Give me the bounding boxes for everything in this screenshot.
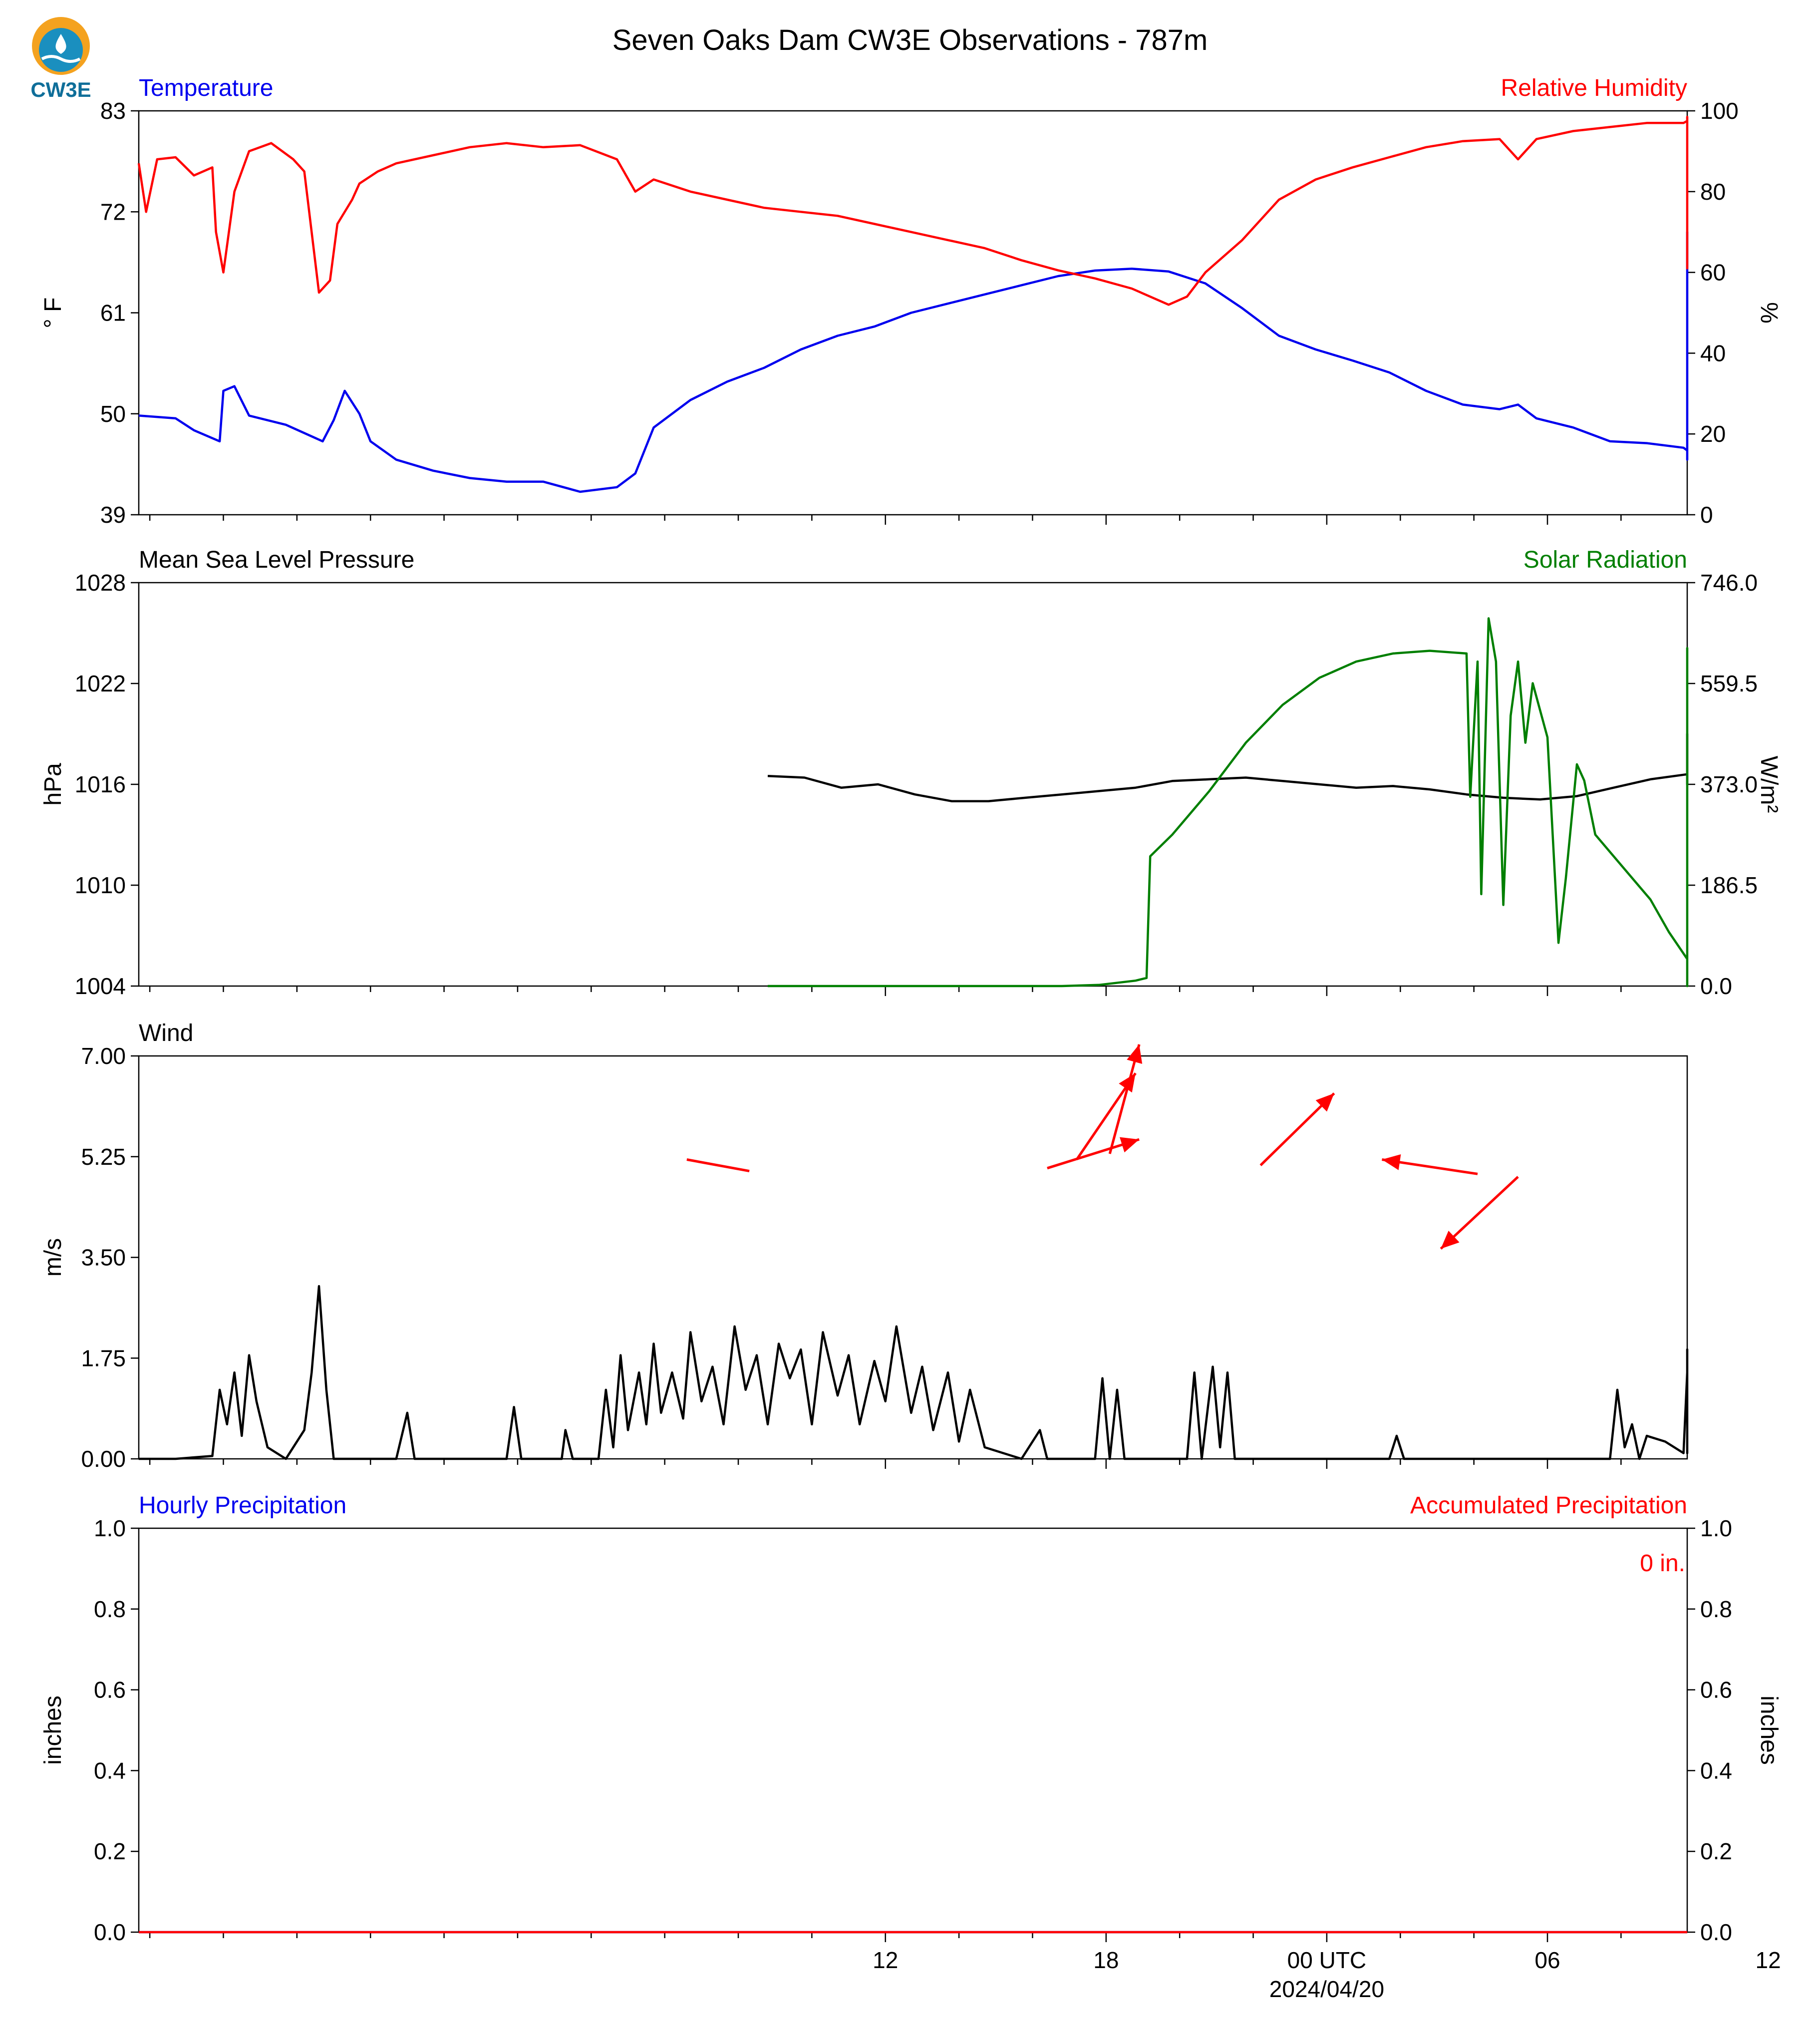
x-tick-label: 18 [1093, 1947, 1119, 1973]
y-axis-label-left: inches [40, 1695, 66, 1765]
accumulated-precip-value: 0 in. [1640, 1550, 1685, 1577]
y-tick-label-left: 83 [100, 98, 126, 124]
series-line-solar-radiation [768, 617, 1689, 988]
y-tick-label-right: 0.8 [1700, 1596, 1732, 1622]
y-tick-label-right: 0.0 [1700, 1919, 1732, 1945]
y-tick-label-right: 746.0 [1700, 570, 1758, 596]
y-tick-label-left: 72 [100, 199, 126, 225]
y-tick-label-right: 40 [1700, 340, 1726, 366]
y-tick-label-right: 0.6 [1700, 1677, 1732, 1703]
y-tick-label-right: 20 [1700, 421, 1726, 447]
y-tick-label-right: 0.4 [1700, 1757, 1732, 1783]
y-axis-label-left: ° F [40, 298, 66, 329]
panel-right-title: Accumulated Precipitation [1410, 1492, 1687, 1519]
y-axis-label-right: inches [1756, 1695, 1782, 1765]
y-tick-label-left: 0.4 [94, 1757, 126, 1783]
logo-text: CW3E [30, 78, 91, 101]
y-axis-label-left: m/s [40, 1238, 66, 1277]
y-tick-label-right: 186.5 [1700, 872, 1758, 898]
logo-drop-icon [55, 34, 66, 54]
y-tick-label-left: 7.00 [81, 1043, 126, 1069]
y-tick-label-left: 1010 [75, 872, 126, 898]
wind-arrow-head [1441, 1231, 1460, 1249]
x-tick-label: 06 [1534, 1947, 1560, 1973]
wind-arrow-head [1120, 1137, 1140, 1153]
x-tick-label: 12 [873, 1947, 898, 1973]
y-tick-label-right: 0.0 [1700, 973, 1732, 999]
panel-right-title: Solar Radiation [1523, 547, 1687, 573]
panel-left-title: Hourly Precipitation [139, 1492, 346, 1519]
cw3e-logo: CW3E [30, 17, 91, 101]
panel-left-title: Wind [139, 1020, 193, 1046]
panel-left-title: Mean Sea Level Pressure [139, 547, 414, 573]
panel-precipitation: 0.0 0.2 0.4 0.6 0.8 1.0 0.0 0.2 0.4 0.6 0.8 1.0 12 18… [40, 1492, 1782, 2002]
wind-arrow-head [1127, 1044, 1143, 1064]
y-tick-label-right: 100 [1700, 98, 1739, 124]
logo-wave-icon [41, 55, 81, 63]
y-axis-label-right: % [1756, 302, 1782, 324]
y-tick-label-right: 0.2 [1700, 1838, 1732, 1864]
y-tick-label-left: 1.0 [94, 1515, 126, 1541]
y-tick-label-left: 1.75 [81, 1345, 126, 1371]
y-tick-label-right: 80 [1700, 179, 1726, 205]
y-tick-label-left: 1028 [75, 570, 126, 596]
y-axis-label-right: W/m² [1756, 756, 1782, 813]
series-line-relative-humidity [137, 115, 1689, 306]
y-tick-label-left: 50 [100, 401, 126, 427]
y-tick-label-left: 0.2 [94, 1838, 126, 1864]
panel-pressure-solar: 1004 1010 1016 1022 1028 0.0 186.5 373.0 559.5 74… [40, 547, 1782, 999]
y-tick-label-left: 0.00 [81, 1446, 126, 1472]
panel-wind: 0.00 1.75 3.50 5.25 7.00 Wind m/s [40, 1020, 1689, 1472]
y-tick-label-left: 1022 [75, 671, 126, 696]
wind-arrow-head [1315, 1093, 1334, 1112]
y-tick-label-right: 1.0 [1700, 1515, 1732, 1541]
y-tick-label-left: 3.50 [81, 1245, 126, 1271]
x-tick-label: 00 UTC [1287, 1947, 1366, 1973]
y-tick-label-right: 0 [1700, 502, 1713, 528]
wind-arrow-shaft [686, 1158, 750, 1173]
y-tick-label-left: 1004 [75, 973, 126, 999]
y-tick-label-left: 5.25 [81, 1144, 126, 1170]
y-tick-label-left: 0.8 [94, 1596, 126, 1622]
y-tick-label-right: 373.0 [1700, 771, 1758, 797]
panel-temperature-humidity: 39 50 61 72 83 0 20 40 60 80 100 Temperature Relativ… [40, 75, 1782, 528]
series-line-wind [139, 1285, 1689, 1460]
y-tick-label-right: 60 [1700, 260, 1726, 286]
panel-right-title: Relative Humidity [1501, 75, 1687, 101]
panel-left-title: Temperature [139, 75, 273, 101]
y-tick-label-right: 559.5 [1700, 671, 1758, 696]
y-tick-label-left: 0.6 [94, 1677, 126, 1703]
y-tick-label-left: 39 [100, 502, 126, 528]
chart-title: Seven Oaks Dam CW3E Observations - 787m [612, 24, 1208, 56]
y-tick-label-left: 61 [100, 300, 126, 326]
y-axis-label-left: hPa [40, 763, 66, 806]
y-tick-label-left: 0.0 [94, 1919, 126, 1945]
wind-arrow-head [1382, 1154, 1401, 1170]
y-tick-label-left: 1016 [75, 771, 126, 797]
wind-arrow-shaft [1108, 1044, 1141, 1154]
series-line-temperature [138, 231, 1689, 493]
x-tick-label: 12 [1756, 1947, 1781, 1973]
x-date-label: 2024/04/20 [1269, 1976, 1384, 2002]
